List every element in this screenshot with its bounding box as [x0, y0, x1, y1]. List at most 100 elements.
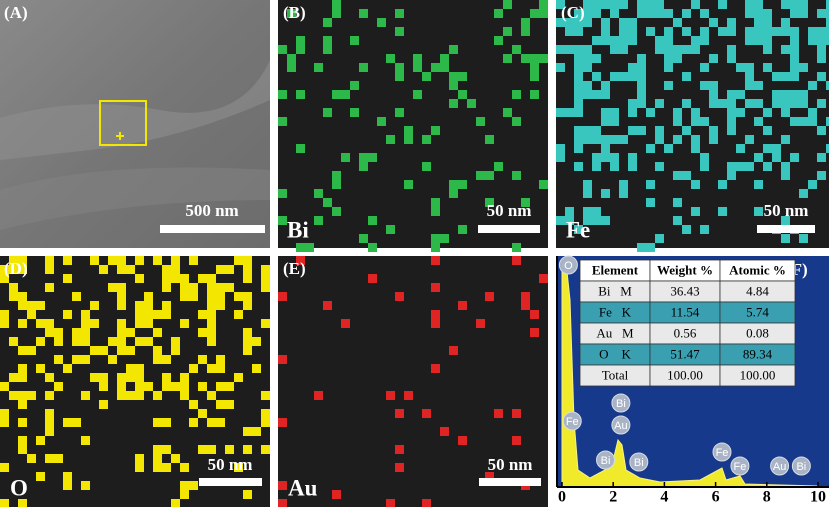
map-pixel [153, 346, 162, 355]
map-pixel [243, 265, 252, 274]
map-pixel [243, 490, 252, 499]
composition-table: Element Weight % Atomic % Bi M 36.43 4.84 Fe K… [579, 259, 796, 387]
map-pixel [81, 436, 90, 445]
map-pixel [601, 18, 610, 27]
map-pixel [583, 216, 592, 225]
table-text: 89.34 [743, 346, 773, 361]
map-pixel [754, 117, 763, 126]
map-pixel [314, 189, 323, 198]
map-pixel [126, 328, 135, 337]
map-pixel [781, 135, 790, 144]
map-pixel [754, 27, 763, 36]
map-pixel [790, 117, 799, 126]
map-pixel [727, 162, 736, 171]
map-pixel [817, 9, 826, 18]
map-pixel [296, 36, 305, 45]
map-pixel [556, 18, 565, 27]
table-text: 100.00 [667, 367, 703, 382]
map-pixel [655, 135, 664, 144]
table-text: 11.54 [671, 304, 700, 319]
map-pixel [826, 0, 829, 9]
map-pixel [763, 144, 772, 153]
map-pixel [556, 216, 565, 225]
map-pixel [673, 117, 682, 126]
map-pixel [171, 274, 180, 283]
map-pixel [117, 301, 126, 310]
scale-bar [199, 478, 262, 486]
map-pixel [332, 9, 341, 18]
map-pixel [745, 81, 754, 90]
map-pixel [144, 382, 153, 391]
map-pixel [431, 364, 440, 373]
panel-label: (A) [4, 3, 28, 22]
map-pixel [162, 445, 171, 454]
map-pixel [610, 162, 619, 171]
map-pixel [261, 265, 270, 274]
map-pixel [81, 481, 90, 490]
map-pixel [216, 283, 225, 292]
map-pixel [171, 337, 180, 346]
map-pixel [72, 355, 81, 364]
map-pixel [162, 274, 171, 283]
map-pixel [54, 454, 63, 463]
map-pixel [601, 0, 610, 9]
map-pixel [341, 90, 350, 99]
map-pixel [458, 72, 467, 81]
map-pixel [171, 499, 180, 508]
map-pixel [153, 454, 162, 463]
map-pixel [583, 90, 592, 99]
map-pixel [108, 355, 117, 364]
map-pixel [207, 319, 216, 328]
map-pixel [772, 27, 781, 36]
map-pixel [628, 72, 637, 81]
map-pixel [144, 337, 153, 346]
map-pixel [583, 126, 592, 135]
map-pixel [754, 207, 763, 216]
map-pixel [691, 144, 700, 153]
map-pixel [162, 283, 171, 292]
map-pixel [18, 436, 27, 445]
map-pixel [45, 391, 54, 400]
map-pixel [180, 382, 189, 391]
map-pixel [243, 256, 252, 265]
map-pixel [261, 274, 270, 283]
map-pixel [619, 45, 628, 54]
map-pixel [81, 310, 90, 319]
map-pixel [63, 481, 72, 490]
map-pixel [817, 54, 826, 63]
map-pixel [655, 9, 664, 18]
map-pixel [18, 319, 27, 328]
map-pixel [718, 27, 727, 36]
map-pixel [422, 135, 431, 144]
map-pixel [574, 81, 583, 90]
map-pixel [646, 180, 655, 189]
map-pixel [18, 445, 27, 454]
map-pixel [323, 18, 332, 27]
map-pixel [664, 36, 673, 45]
map-pixel [54, 337, 63, 346]
map-pixel [449, 189, 458, 198]
map-pixel [727, 117, 736, 126]
map-pixel [682, 27, 691, 36]
map-pixel [539, 274, 548, 283]
map-pixel [198, 328, 207, 337]
map-pixel [350, 81, 359, 90]
map-pixel [709, 126, 718, 135]
map-pixel [476, 319, 485, 328]
map-pixel [601, 216, 610, 225]
map-pixel [180, 274, 189, 283]
map-pixel [637, 81, 646, 90]
map-pixel [727, 18, 736, 27]
map-pixel [673, 108, 682, 117]
map-pixel [36, 337, 45, 346]
map-pixel [18, 346, 27, 355]
panel-label: (D) [4, 259, 28, 278]
peak-circle [558, 255, 578, 275]
map-pixel [243, 292, 252, 301]
map-pixel [799, 63, 808, 72]
map-pixel [727, 54, 736, 63]
map-pixel [117, 256, 126, 265]
map-pixel [216, 301, 225, 310]
map-pixel [628, 63, 637, 72]
